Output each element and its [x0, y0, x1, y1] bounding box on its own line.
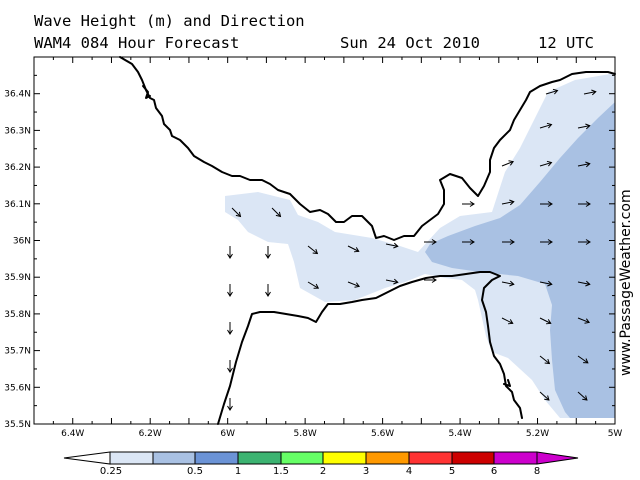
- latitude-tick-label: 36.3N: [4, 126, 31, 136]
- direction-arrow: [265, 246, 271, 259]
- longitude-tick-label: 5.8W: [294, 429, 317, 439]
- direction-arrow: [539, 160, 553, 167]
- direction-arrow: [539, 391, 550, 401]
- legend-label: 4: [406, 466, 412, 477]
- direction-arrow: [540, 239, 553, 245]
- latitude-tick-label: 36.1N: [4, 200, 31, 210]
- direction-arrow: [501, 160, 515, 167]
- direction-arrow: [385, 242, 399, 249]
- direction-arrow: [539, 317, 552, 325]
- legend-label: 6: [491, 466, 497, 477]
- legend-upper-arrow: [536, 451, 579, 465]
- longitude-tick-label: 6.4W: [61, 429, 84, 439]
- direction-arrow: [424, 277, 437, 283]
- longitude-tick-label: 6.2W: [139, 429, 162, 439]
- forecast-subtitle: WAM4 084 Hour Forecast: [34, 34, 240, 52]
- direction-arrow: [265, 284, 271, 297]
- latitude-tick-label: 35.9N: [4, 273, 31, 283]
- legend-color-swatch: [365, 451, 410, 465]
- legend-label: 0.5: [187, 466, 203, 477]
- legend-color-swatch: [408, 451, 453, 465]
- latitude-tick-label: 35.5N: [4, 420, 31, 430]
- direction-arrow: [227, 398, 233, 411]
- direction-arrow: [539, 122, 553, 129]
- direction-arrow: [577, 391, 588, 401]
- legend-color-swatch: [237, 451, 282, 465]
- latitude-tick-label: 36N: [13, 237, 31, 247]
- legend-label: 8: [534, 466, 540, 477]
- latitude-tick-label: 35.6N: [4, 383, 31, 393]
- legend-color-swatch: [451, 451, 495, 465]
- latitude-tick-label: 36.2N: [4, 163, 31, 173]
- direction-arrow: [577, 161, 591, 168]
- wave-area-light: [225, 74, 615, 418]
- direction-arrow: [502, 239, 515, 245]
- direction-arrow: [271, 207, 282, 218]
- direction-arrow: [347, 281, 361, 288]
- coastline: [119, 56, 616, 425]
- direction-arrow: [540, 201, 553, 207]
- direction-arrow: [577, 280, 591, 287]
- longitude-tick-label: 5W: [608, 429, 623, 439]
- legend-label: 0.25: [100, 466, 122, 477]
- direction-arrow: [424, 239, 437, 245]
- direction-arrow: [545, 88, 559, 95]
- direction-arrow: [462, 239, 475, 245]
- map-title: Wave Height (m) and Direction: [34, 12, 305, 30]
- direction-arrow: [539, 280, 553, 287]
- direction-arrow: [307, 281, 320, 289]
- legend-label: 5: [449, 466, 455, 477]
- legend-color-swatch: [280, 451, 324, 465]
- direction-arrow: [231, 207, 242, 218]
- legend-label: 1: [235, 466, 241, 477]
- latitude-labels: 36.4N 36.3N 36.2N 36.1N 36N 35.9N 35.8N 35.7N 35…: [4, 90, 31, 430]
- longitude-tick-label: 5.2W: [526, 429, 549, 439]
- legend-label: 2: [320, 466, 326, 477]
- direction-arrow: [577, 355, 589, 364]
- direction-arrow: [227, 246, 233, 259]
- legend-color-swatch: [152, 451, 196, 465]
- legend-label: 1.5: [273, 466, 289, 477]
- direction-arrow: [501, 317, 514, 325]
- wave-direction-arrows: [227, 88, 597, 411]
- direction-arrow: [577, 317, 591, 324]
- direction-arrow: [347, 245, 360, 253]
- longitude-tick-label: 5.6W: [371, 429, 394, 439]
- direction-arrow: [578, 201, 591, 207]
- latitude-tick-label: 36.4N: [4, 90, 31, 100]
- legend-color-swatch: [322, 451, 367, 465]
- direction-arrow: [227, 322, 233, 335]
- direction-arrow: [501, 199, 515, 206]
- direction-arrow: [307, 245, 319, 255]
- direction-arrow: [501, 280, 515, 287]
- direction-arrow: [539, 355, 551, 365]
- direction-arrow: [227, 284, 233, 297]
- axis-ticks: [33, 56, 616, 425]
- latitude-tick-label: 35.8N: [4, 310, 31, 320]
- watermark-text: www.PassageWeather.com: [618, 189, 634, 376]
- legend-color-swatch: [493, 451, 538, 465]
- legend-label: 3: [363, 466, 369, 477]
- longitude-tick-label: 5.4W: [448, 429, 471, 439]
- wave-area-medium: [425, 102, 615, 418]
- latitude-tick-label: 35.7N: [4, 347, 31, 357]
- forecast-time: 12 UTC: [538, 34, 594, 52]
- direction-arrow: [385, 278, 399, 285]
- direction-arrow: [577, 123, 591, 130]
- direction-arrow: [583, 89, 597, 96]
- direction-arrow: [227, 360, 233, 373]
- longitude-labels: 6.4W 6.2W 6W 5.8W 5.6W 5.4W 5.2W 5W: [61, 429, 622, 439]
- legend-color-swatch: [194, 451, 239, 465]
- legend-lower-arrow: [63, 451, 111, 465]
- longitude-tick-label: 6W: [220, 429, 235, 439]
- legend-color-swatch: [109, 451, 154, 465]
- direction-arrow: [578, 239, 591, 245]
- direction-arrow: [462, 201, 475, 207]
- forecast-date: Sun 24 Oct 2010: [340, 34, 480, 52]
- color-legend: 0.25 0.5 1 1.5 2 3 4 5 6 8: [63, 451, 579, 477]
